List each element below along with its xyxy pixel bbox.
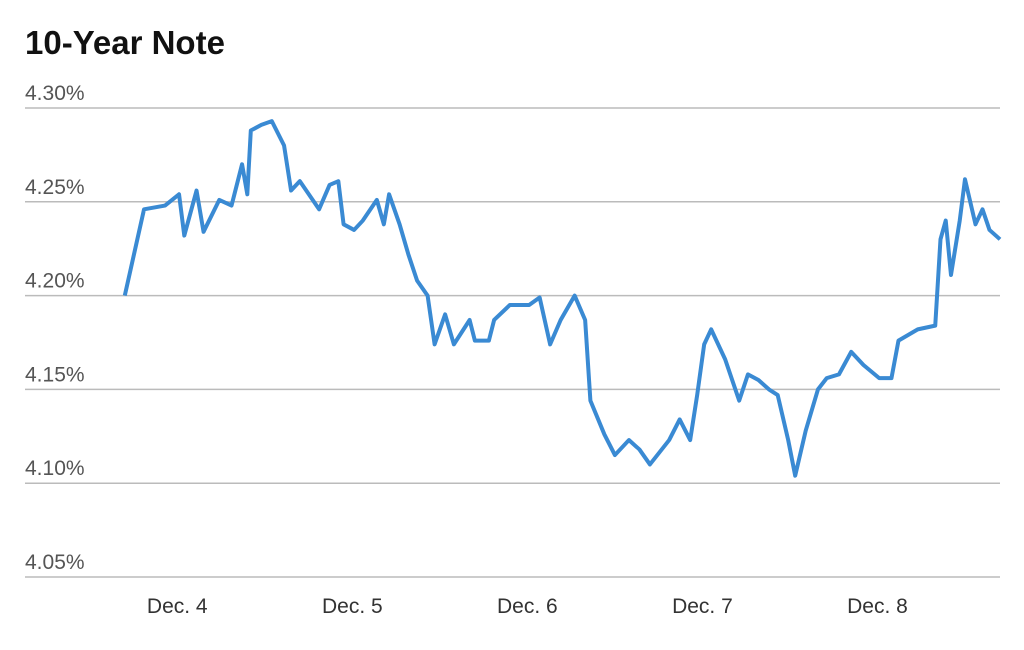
y-tick-label: 4.20% [25, 270, 85, 293]
y-tick-label: 4.05% [25, 551, 85, 574]
chart-title: 10-Year Note [25, 24, 225, 61]
x-tick-label: Dec. 4 [147, 595, 208, 618]
x-tick-label: Dec. 8 [847, 595, 908, 618]
y-tick-label: 4.30% [25, 82, 85, 105]
y-tick-label: 4.25% [25, 176, 85, 199]
y-tick-label: 4.15% [25, 363, 85, 386]
line [122, 119, 1002, 478]
y-tick-label: 4.10% [25, 457, 85, 480]
x-tick-label: Dec. 6 [497, 595, 558, 618]
x-tick-label: Dec. 7 [672, 595, 733, 618]
x-tick-label: Dec. 5 [322, 595, 383, 618]
